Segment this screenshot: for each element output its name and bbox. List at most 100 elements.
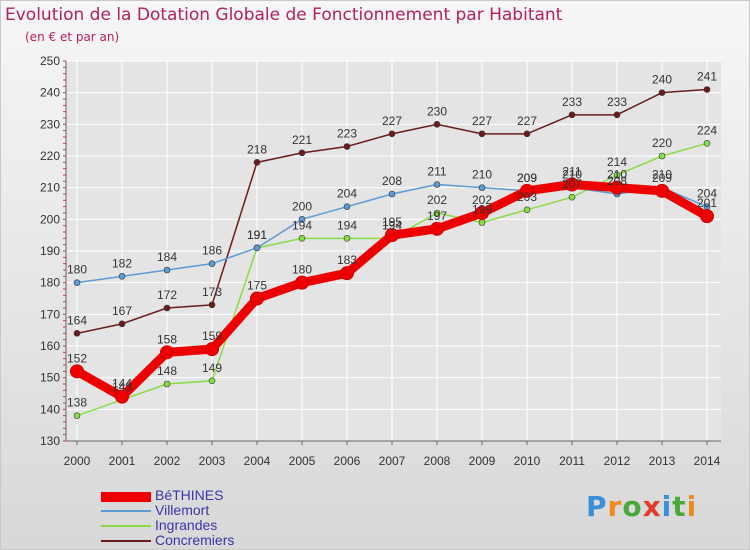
data-label: 210 xyxy=(472,168,492,182)
y-tick-label: 190 xyxy=(40,244,60,258)
x-tick-label: 2004 xyxy=(244,454,271,468)
data-point xyxy=(478,130,486,138)
data-point xyxy=(658,152,666,160)
x-tick-label: 2012 xyxy=(604,454,631,468)
data-point xyxy=(433,121,441,128)
data-point xyxy=(298,149,306,157)
data-label: 211 xyxy=(427,165,446,179)
x-tick-label: 2005 xyxy=(289,454,316,468)
data-point xyxy=(433,209,441,217)
data-point xyxy=(163,304,171,312)
logo-letter: x xyxy=(642,490,662,523)
data-label: 218 xyxy=(247,142,267,156)
logo-letter: P xyxy=(586,490,608,523)
data-label: 200 xyxy=(292,199,312,213)
y-tick-label: 250 xyxy=(40,54,60,68)
x-tick-label: 2009 xyxy=(469,454,496,468)
data-label: 202 xyxy=(472,193,492,207)
data-label: 191 xyxy=(247,228,267,242)
y-tick-label: 230 xyxy=(40,117,60,131)
data-point xyxy=(343,143,351,150)
data-label: 138 xyxy=(67,396,87,410)
legend-label: Concremiers xyxy=(155,532,235,548)
x-tick-label: 2003 xyxy=(199,454,226,468)
data-label: 208 xyxy=(382,174,402,188)
y-tick-label: 140 xyxy=(40,402,60,416)
data-point xyxy=(523,206,531,214)
data-label: 202 xyxy=(427,193,447,207)
data-label: 159 xyxy=(202,329,222,343)
data-point xyxy=(430,221,444,236)
data-point xyxy=(163,380,171,388)
data-label: 233 xyxy=(607,95,627,109)
data-label: 172 xyxy=(157,288,177,302)
data-point xyxy=(613,171,621,179)
legend-item: Villemort xyxy=(101,502,301,519)
chart-subtitle: (en € et par an) xyxy=(25,30,120,44)
data-point xyxy=(475,206,489,220)
logo-letter: o xyxy=(622,490,643,523)
data-point xyxy=(340,266,354,281)
data-label: 148 xyxy=(157,364,177,378)
y-tick-label: 240 xyxy=(40,86,60,100)
data-point xyxy=(73,412,81,419)
data-point xyxy=(295,275,309,290)
data-point xyxy=(208,301,216,309)
data-point xyxy=(523,130,531,138)
data-point xyxy=(610,180,624,195)
data-point xyxy=(703,86,711,93)
data-point xyxy=(385,228,399,243)
data-point xyxy=(253,244,261,252)
data-point xyxy=(700,209,714,224)
data-point xyxy=(115,389,129,404)
data-point xyxy=(205,342,219,357)
y-tick-label: 130 xyxy=(40,434,60,448)
data-label: 210 xyxy=(562,168,582,182)
data-point xyxy=(160,345,174,360)
data-point xyxy=(568,193,576,201)
legend-swatch xyxy=(101,525,151,527)
y-tick-label: 200 xyxy=(40,212,60,226)
data-label: 194 xyxy=(382,218,402,232)
data-label: 186 xyxy=(202,244,222,258)
data-label: 191 xyxy=(247,228,267,242)
y-tick-label: 150 xyxy=(40,371,60,385)
data-label: 201 xyxy=(697,196,717,210)
data-label: 164 xyxy=(67,313,87,327)
data-label: 199 xyxy=(472,203,492,217)
x-tick-label: 2000 xyxy=(64,454,91,468)
data-point xyxy=(118,273,126,280)
data-label: 214 xyxy=(607,155,627,169)
logo-letter: i xyxy=(686,490,698,523)
data-label: 167 xyxy=(112,304,132,318)
data-point xyxy=(298,235,306,242)
data-point xyxy=(655,183,669,198)
data-label: 227 xyxy=(517,114,537,128)
legend-item: BéTHINES xyxy=(101,487,301,504)
x-tick-label: 2006 xyxy=(334,454,361,468)
x-tick-label: 2014 xyxy=(694,454,721,468)
logo-letter: i xyxy=(661,490,673,523)
data-label: 182 xyxy=(112,256,132,270)
data-label: 175 xyxy=(247,279,267,293)
data-point xyxy=(703,140,711,147)
data-label: 203 xyxy=(517,190,537,204)
data-label: 221 xyxy=(292,133,312,147)
data-point xyxy=(73,279,81,286)
legend-item: Ingrandes xyxy=(101,517,301,534)
data-label: 207 xyxy=(562,177,582,191)
data-label: 209 xyxy=(517,171,537,185)
y-tick-label: 180 xyxy=(40,276,60,290)
data-label: 220 xyxy=(652,136,672,150)
data-label: 210 xyxy=(652,168,672,182)
logo-letter: t xyxy=(672,490,687,523)
data-point xyxy=(343,235,351,242)
data-label: 223 xyxy=(337,127,357,141)
data-label: 209 xyxy=(652,171,672,185)
data-label: 240 xyxy=(652,73,672,87)
data-label: 195 xyxy=(382,215,402,229)
legend-swatch xyxy=(101,540,151,542)
y-tick-label: 170 xyxy=(40,307,60,321)
